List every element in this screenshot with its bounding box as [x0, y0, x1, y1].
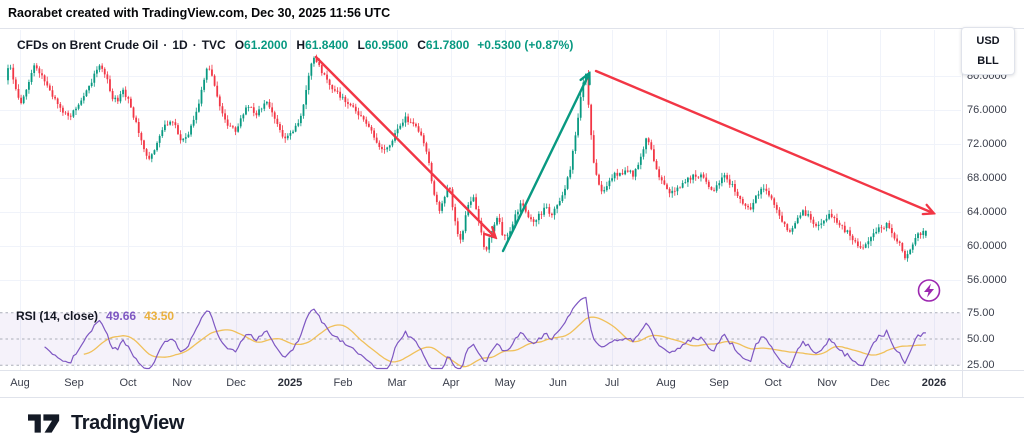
ohlc-high: H61.8400 [296, 38, 349, 52]
rsi-legend: RSI (14, close) 49.66 43.50 [16, 309, 174, 323]
ohlc-close: C61.7800 [417, 38, 470, 52]
gridlines [0, 30, 961, 370]
time-axis-label: Jun [549, 377, 567, 389]
price-axis-label: 56.0000 [967, 274, 1007, 286]
rsi-title[interactable]: RSI (14, close) [16, 309, 99, 323]
time-axis-label: Dec [226, 377, 246, 389]
tradingview-logo[interactable]: TradingView [28, 412, 184, 435]
rsi-value: 49.66 [106, 309, 137, 323]
tradingview-logo-icon [28, 413, 60, 433]
attribution-text: Raorabet created with TradingView.com, D… [8, 6, 391, 20]
lightning-icon[interactable] [917, 279, 941, 302]
time-axis-label: Feb [333, 377, 353, 389]
interval-label[interactable]: 1D [172, 38, 188, 52]
price-axis-label: 72.0000 [967, 138, 1007, 150]
time-axis-label: 2026 [921, 377, 947, 389]
uptrend-arrow[interactable] [501, 74, 589, 253]
rsi-axis-label: 50.00 [967, 333, 995, 345]
time-axis-label: Aug [656, 377, 676, 389]
unit-selector: USD BLL [961, 27, 1015, 75]
downtrend-arrow-1[interactable] [314, 55, 495, 237]
time-axis-label: Aug [10, 377, 30, 389]
exchange-label[interactable]: TVC [201, 38, 226, 52]
rsi-plot [44, 296, 926, 370]
time-axis-label: Mar [387, 377, 407, 389]
change-value: +0.5300 (+0.87%) [477, 38, 574, 52]
symbol-title[interactable]: CFDs on Brent Crude Oil [17, 38, 159, 52]
rsi-axis-label: 75.00 [967, 306, 995, 319]
legend-separator: · [163, 38, 168, 52]
time-axis-label: 2025 [277, 377, 303, 389]
time-axis-label: Sep [64, 377, 84, 389]
time-axis-label: Jul [604, 377, 620, 389]
price-axis-label: 76.0000 [967, 104, 1007, 116]
rsi-axis-label: 25.00 [967, 359, 995, 372]
candlestick-series [7, 54, 927, 262]
time-axis-label: Nov [172, 377, 192, 389]
time-axis-label: Oct [119, 377, 137, 389]
time-axis-label: Apr [442, 377, 460, 389]
footer: TradingView [0, 398, 1024, 448]
rsi-signal-value: 43.50 [144, 309, 175, 323]
time-axis-label: May [494, 377, 516, 389]
ohlc-open: O61.2000 [234, 38, 288, 52]
unit-option-bll[interactable]: BLL [977, 55, 999, 67]
time-axis-label: Nov [817, 377, 837, 389]
downtrend-arrow-2[interactable] [594, 69, 933, 213]
currency-option-usd[interactable]: USD [976, 35, 1000, 47]
tradingview-logo-text: TradingView [71, 411, 185, 434]
time-axis-label: Oct [764, 377, 782, 389]
price-axis-label: 64.0000 [967, 206, 1007, 218]
time-axis-label: Dec [870, 377, 890, 389]
symbol-legend: CFDs on Brent Crude Oil · 1D · TVC O61.2… [17, 38, 573, 52]
price-axis-label: 60.0000 [967, 240, 1007, 252]
price-axis-label: 68.0000 [967, 172, 1007, 184]
legend-separator: · [192, 38, 197, 52]
time-axis-label: Sep [709, 377, 729, 389]
ohlc-low: L60.9500 [357, 38, 409, 52]
